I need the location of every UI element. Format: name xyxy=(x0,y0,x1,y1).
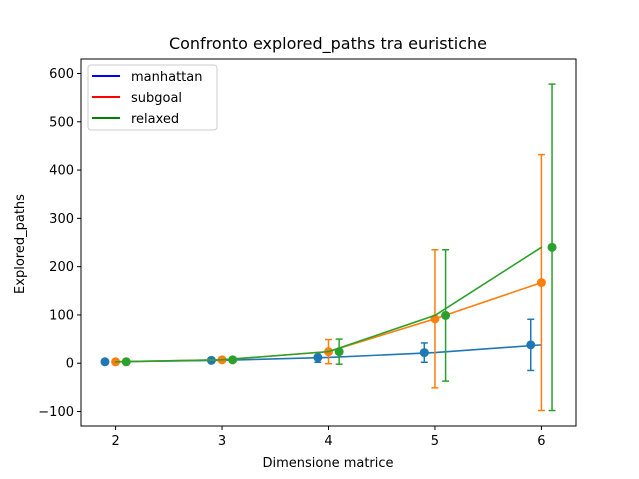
series-2-point xyxy=(228,355,238,365)
series-0-point xyxy=(100,357,110,367)
x-tick-label: 3 xyxy=(218,434,226,449)
legend-entry: manhattan xyxy=(92,70,202,85)
series-1-point xyxy=(536,278,546,288)
plot-area: 2 3 4 5 6 −100 0 100 200 300 400 500 600 xyxy=(38,58,577,449)
series-2-point xyxy=(334,347,344,357)
x-tick-label: 2 xyxy=(111,434,119,449)
series-0-point xyxy=(526,340,536,350)
x-tick-label: 4 xyxy=(324,434,332,449)
y-tick-label: 200 xyxy=(49,260,74,275)
legend: manhattan subgoal relaxed xyxy=(87,64,218,131)
legend-entry: subgoal xyxy=(92,91,182,106)
y-axis-label: Explored_paths xyxy=(13,194,28,294)
series-2-point xyxy=(441,310,451,320)
x-tick-label: 5 xyxy=(431,434,439,449)
series-2-line xyxy=(114,246,543,363)
y-tick-label: 400 xyxy=(49,164,74,179)
series-0-point xyxy=(313,352,323,362)
series-2-point xyxy=(547,242,557,252)
legend-label: subgoal xyxy=(131,91,182,106)
legend-label: relaxed xyxy=(131,112,179,127)
x-tick-label: 6 xyxy=(537,434,545,449)
y-tick-label: 300 xyxy=(49,212,74,227)
y-tick-label: −100 xyxy=(38,405,74,420)
series-2 xyxy=(114,83,557,412)
y-tick-label: 100 xyxy=(49,308,74,323)
legend-entry: relaxed xyxy=(92,112,179,127)
legend-box xyxy=(87,64,218,131)
series-0-point xyxy=(419,348,429,358)
legend-label: manhattan xyxy=(131,70,202,85)
y-tick-label: 500 xyxy=(49,115,74,130)
y-tick-label: 600 xyxy=(49,67,74,82)
series-2-point xyxy=(121,357,131,367)
x-axis-label: Dimensione matrice xyxy=(262,456,393,471)
chart-title: Confronto explored_paths tra euristiche xyxy=(169,34,487,54)
y-tick-label: 0 xyxy=(66,357,74,372)
